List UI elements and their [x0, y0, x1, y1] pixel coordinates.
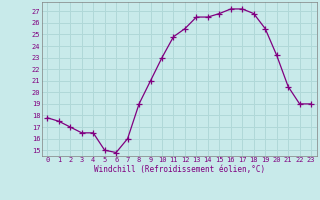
X-axis label: Windchill (Refroidissement éolien,°C): Windchill (Refroidissement éolien,°C) [94, 165, 265, 174]
